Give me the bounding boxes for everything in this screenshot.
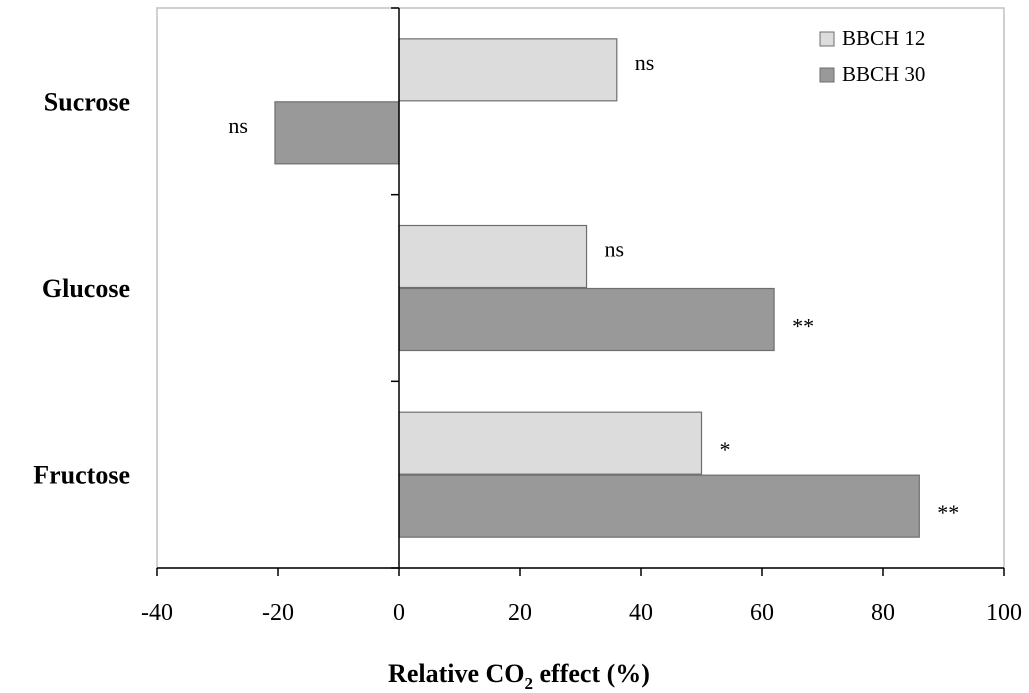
bar-sucrose-bbch-30 [274, 101, 400, 165]
significance-label-sucrose-bbch-30: ns [228, 113, 248, 138]
x-tick-label: 20 [508, 600, 532, 626]
x-tick-label: 0 [393, 600, 405, 626]
x-tick-label: 60 [750, 600, 774, 626]
category-label-sucrose: Sucrose [44, 87, 130, 116]
legend-label-bbch-12: BBCH 12 [842, 26, 925, 50]
significance-label-fructose-bbch-30: ** [937, 500, 959, 525]
x-axis-title: Relative CO2 effect (%) [388, 659, 650, 693]
x-tick-label: -20 [262, 600, 294, 626]
bar-sucrose-bbch-12 [398, 38, 618, 102]
x-tick-label: 40 [629, 600, 653, 626]
category-label-fructose: Fructose [33, 461, 130, 490]
x-axis-title-main: Relative CO [388, 659, 524, 688]
legend-label-bbch-30: BBCH 30 [842, 62, 925, 86]
x-tick-label: -40 [141, 600, 173, 626]
bar-fructose-bbch-30 [398, 474, 920, 538]
x-tick-label: 80 [871, 600, 895, 626]
significance-label-glucose-bbch-30: ** [792, 314, 814, 339]
bar-glucose-bbch-30 [398, 287, 775, 352]
bar-glucose-bbch-12 [398, 224, 588, 289]
x-axis-title-subscript: 2 [525, 674, 534, 693]
x-tick-label: 100 [986, 600, 1022, 626]
legend-swatch-bbch-12 [819, 31, 835, 47]
category-label-glucose: Glucose [42, 274, 130, 303]
significance-label-glucose-bbch-12: ns [605, 237, 625, 262]
x-axis-title-tail: effect (%) [533, 659, 650, 688]
significance-label-fructose-bbch-12: * [720, 437, 731, 462]
significance-label-sucrose-bbch-12: ns [635, 50, 655, 75]
legend-swatch-bbch-30 [819, 67, 835, 83]
bar-fructose-bbch-12 [398, 411, 703, 475]
